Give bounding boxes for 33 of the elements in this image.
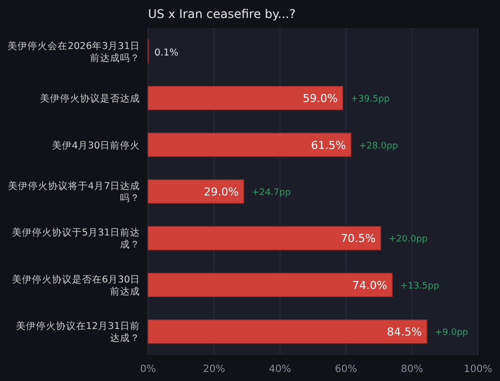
data-label: 84.5%	[386, 326, 422, 339]
annotation: +39.5pp	[350, 94, 390, 105]
annotation: +24.7pp	[252, 188, 291, 198]
data-label: 0.1%	[154, 47, 178, 58]
annotation: +20.0pp	[388, 234, 428, 245]
x-tick-label: 100%	[464, 364, 492, 375]
y-tick-label: 美伊停火协议于5月31日前达成？	[12, 226, 140, 251]
x-tick-label: 40%	[268, 364, 292, 375]
data-label: 29.0%	[204, 186, 239, 198]
annotation: +13.5pp	[400, 281, 440, 292]
annotation: +9.0pp	[434, 328, 468, 338]
x-tick-label: 20%	[202, 364, 226, 375]
annotation: +28.0pp	[358, 141, 398, 152]
data-label: 74.0%	[352, 278, 388, 292]
bar	[148, 320, 428, 344]
data-label: 70.5%	[340, 232, 376, 246]
bar	[148, 226, 382, 250]
y-tick-label: 美伊停火会在2026年3月31日前达成吗？	[8, 40, 140, 64]
y-tick-label: 美伊4月30日前停火	[52, 139, 140, 152]
chart-title: US x Iran ceasefire by...?	[148, 7, 296, 21]
x-tick-label: 60%	[334, 364, 358, 375]
y-tick-label: 美伊停火协议将于4月7日达成吗？	[8, 180, 140, 204]
x-tick-label: 80%	[400, 364, 424, 375]
data-label: 59.0%	[302, 92, 338, 106]
bar	[148, 272, 393, 298]
y-tick-label: 美伊停火协议在12月31日前达成？	[16, 320, 140, 344]
x-tick-label: 0%	[140, 364, 156, 375]
data-label: 61.5%	[310, 138, 346, 152]
bar	[148, 132, 352, 157]
bar	[148, 86, 344, 110]
bar	[148, 179, 244, 204]
y-tick-label: 美伊停火协议是否达成	[40, 92, 140, 105]
y-tick-label: 美伊停火协议是否在6月30日前达成	[12, 273, 140, 298]
